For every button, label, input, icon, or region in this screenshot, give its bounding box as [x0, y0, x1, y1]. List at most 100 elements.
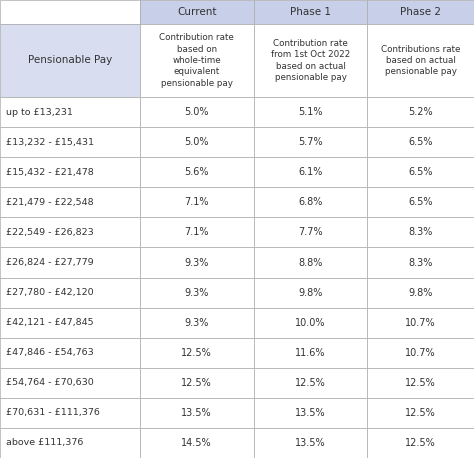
Bar: [367, 127, 474, 157]
Bar: [367, 0, 474, 24]
Bar: [0, 187, 140, 218]
Bar: [0, 428, 140, 458]
Bar: [367, 428, 474, 458]
Bar: [254, 247, 367, 278]
Text: Contributions rate
based on actual
pensionable pay: Contributions rate based on actual pensi…: [381, 44, 460, 76]
Text: 7.1%: 7.1%: [184, 197, 209, 207]
Text: 12.5%: 12.5%: [405, 378, 436, 388]
Text: £13,232 - £15,431: £13,232 - £15,431: [6, 138, 94, 147]
Text: £42,121 - £47,845: £42,121 - £47,845: [6, 318, 93, 327]
Text: 8.3%: 8.3%: [409, 228, 433, 237]
Text: 13.5%: 13.5%: [295, 408, 326, 418]
Text: 9.8%: 9.8%: [298, 288, 323, 298]
Bar: [140, 398, 254, 428]
Text: 13.5%: 13.5%: [295, 438, 326, 448]
Text: 12.5%: 12.5%: [405, 438, 436, 448]
Bar: [140, 368, 254, 398]
Bar: [0, 157, 140, 187]
Text: 12.5%: 12.5%: [182, 378, 212, 388]
Text: £70,631 - £111,376: £70,631 - £111,376: [6, 409, 100, 417]
Bar: [254, 338, 367, 368]
Bar: [0, 97, 140, 127]
Bar: [367, 218, 474, 247]
Bar: [140, 0, 254, 24]
Bar: [367, 278, 474, 308]
Bar: [254, 24, 367, 97]
Bar: [0, 0, 140, 24]
Text: 6.1%: 6.1%: [298, 167, 323, 177]
Bar: [254, 0, 367, 24]
Text: 13.5%: 13.5%: [182, 408, 212, 418]
Text: 9.3%: 9.3%: [184, 288, 209, 298]
Text: 5.7%: 5.7%: [298, 137, 323, 147]
Text: £26,824 - £27,779: £26,824 - £27,779: [6, 258, 93, 267]
Text: 5.0%: 5.0%: [184, 107, 209, 117]
Text: 9.3%: 9.3%: [184, 257, 209, 267]
Bar: [254, 308, 367, 338]
Text: 7.1%: 7.1%: [184, 228, 209, 237]
Text: Current: Current: [177, 7, 217, 17]
Text: 10.7%: 10.7%: [405, 348, 436, 358]
Bar: [367, 368, 474, 398]
Bar: [254, 97, 367, 127]
Bar: [140, 24, 254, 97]
Text: up to £13,231: up to £13,231: [6, 108, 73, 117]
Bar: [140, 308, 254, 338]
Bar: [254, 187, 367, 218]
Text: 10.7%: 10.7%: [405, 318, 436, 327]
Text: 6.8%: 6.8%: [298, 197, 323, 207]
Bar: [254, 368, 367, 398]
Bar: [254, 278, 367, 308]
Bar: [0, 278, 140, 308]
Bar: [367, 398, 474, 428]
Text: 9.3%: 9.3%: [184, 318, 209, 327]
Text: 8.3%: 8.3%: [409, 257, 433, 267]
Bar: [0, 398, 140, 428]
Bar: [367, 97, 474, 127]
Bar: [140, 278, 254, 308]
Bar: [140, 127, 254, 157]
Bar: [254, 218, 367, 247]
Text: 10.0%: 10.0%: [295, 318, 326, 327]
Text: 5.1%: 5.1%: [298, 107, 323, 117]
Text: 11.6%: 11.6%: [295, 348, 326, 358]
Bar: [254, 428, 367, 458]
Bar: [140, 97, 254, 127]
Text: Contribution rate
based on
whole-time
equivalent
pensionable pay: Contribution rate based on whole-time eq…: [159, 33, 234, 88]
Bar: [0, 24, 140, 97]
Text: £21,479 - £22,548: £21,479 - £22,548: [6, 198, 93, 207]
Bar: [140, 157, 254, 187]
Bar: [254, 127, 367, 157]
Bar: [367, 338, 474, 368]
Text: 6.5%: 6.5%: [409, 137, 433, 147]
Text: 6.5%: 6.5%: [409, 197, 433, 207]
Bar: [0, 127, 140, 157]
Text: £27,780 - £42,120: £27,780 - £42,120: [6, 288, 93, 297]
Text: £22,549 - £26,823: £22,549 - £26,823: [6, 228, 93, 237]
Bar: [140, 428, 254, 458]
Bar: [367, 187, 474, 218]
Text: 6.5%: 6.5%: [409, 167, 433, 177]
Bar: [140, 218, 254, 247]
Bar: [367, 308, 474, 338]
Bar: [367, 247, 474, 278]
Text: above £111,376: above £111,376: [6, 438, 83, 447]
Bar: [140, 247, 254, 278]
Text: Contribution rate
from 1st Oct 2022
based on actual
pensionable pay: Contribution rate from 1st Oct 2022 base…: [271, 39, 350, 82]
Text: £54,764 - £70,630: £54,764 - £70,630: [6, 378, 93, 387]
Text: Phase 2: Phase 2: [400, 7, 441, 17]
Bar: [0, 218, 140, 247]
Bar: [0, 247, 140, 278]
Bar: [0, 338, 140, 368]
Text: 8.8%: 8.8%: [298, 257, 323, 267]
Text: Pensionable Pay: Pensionable Pay: [28, 55, 112, 65]
Bar: [140, 187, 254, 218]
Bar: [254, 157, 367, 187]
Text: 9.8%: 9.8%: [409, 288, 433, 298]
Text: 7.7%: 7.7%: [298, 228, 323, 237]
Text: 12.5%: 12.5%: [405, 408, 436, 418]
Bar: [367, 24, 474, 97]
Text: 5.6%: 5.6%: [184, 167, 209, 177]
Bar: [0, 368, 140, 398]
Text: 5.2%: 5.2%: [409, 107, 433, 117]
